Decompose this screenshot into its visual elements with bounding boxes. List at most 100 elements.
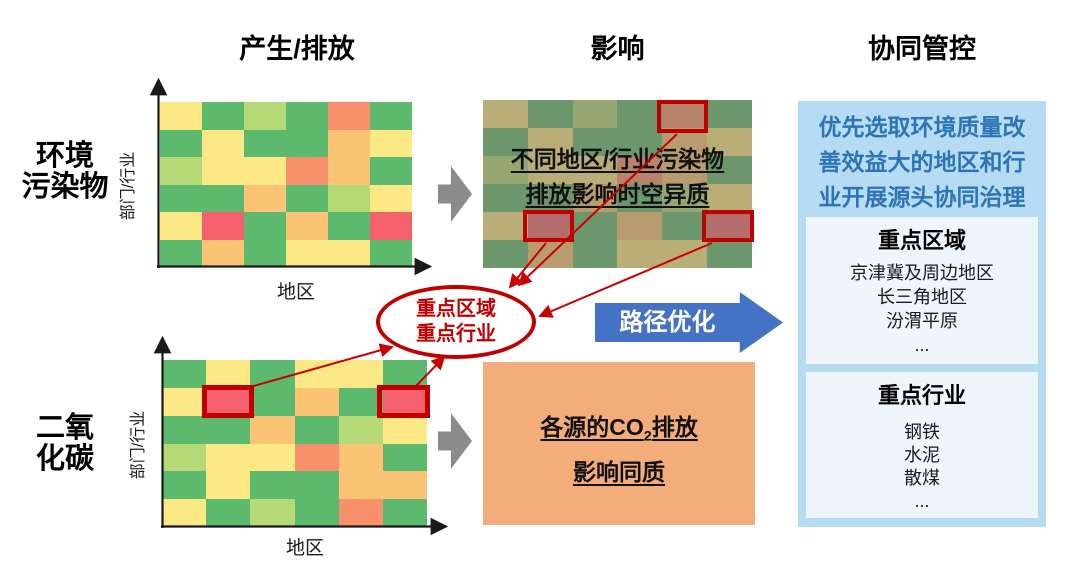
heatmap-cell [483,100,528,128]
heatmap-cell [370,212,412,240]
highlight-cell-rect [702,210,754,242]
path-optimization-label: 路径优化 [619,309,716,336]
heatmap-cell [483,212,528,240]
ellipse-line: 重点行业 [416,323,496,345]
heatmap-cell [328,129,370,157]
heatmap-cell [572,100,618,128]
co2-note-line1: 各源的CO2排放 [540,414,698,445]
heatmap-cell [202,239,244,267]
heatmap-cell [244,184,286,212]
heatmap-cell [370,102,412,130]
list-item: 长三角地区 [877,287,967,307]
heatmap-cell [250,387,295,416]
co2-impact-homogeneous-box: 各源的CO2排放 影响同质 [483,362,755,525]
highlight-cell-rect [377,385,430,418]
heatmap-cell [250,415,295,444]
x-axis-label-region: 地区 [276,282,315,303]
heatmap-cell [244,157,286,185]
heatmap-cell [286,129,328,157]
heatmap-cell [160,212,202,240]
heatmap-cell [707,240,752,268]
heatmap-cell [250,360,295,388]
heatmap-cell [160,184,202,212]
impact-heterogeneity-note: 不同地区/行业污染物 排放影响时空异质 [483,142,752,212]
heatmap-cell [286,157,328,185]
list-item: 钢铁 [904,422,940,442]
heatmap-cell [617,212,663,240]
heatmap-cell [162,360,207,388]
list-item: 京津冀及周边地区 [850,263,994,283]
row-label-environmental-pollutants: 环境 污染物 [2,141,128,203]
header-coordinated-control: 协同管控 [868,34,976,64]
co2-note-line2: 影响同质 [573,458,665,485]
heatmap-cell [662,240,708,268]
key-industries-title: 重点行业 [877,383,966,408]
heatmap-cell [286,239,328,267]
heatmap-cell [244,212,286,240]
heatmap-cell [162,471,207,500]
gray-arrow-icon [438,413,472,469]
key-industries-list: 钢铁 水泥 散煤 ... [806,421,1038,513]
heatmap-cell [250,499,295,527]
heatmap-cell [244,102,286,130]
heatmap-cell [294,499,339,527]
heatmap-cell [202,102,244,130]
heatmap-cell [382,443,427,472]
list-item: ... [914,491,930,511]
heatmap-cell [286,212,328,240]
heatmap-cell [206,387,251,416]
heatmap-cell [572,212,618,240]
row-label-line: 污染物 [21,171,109,203]
header-generation-emission: 产生/排放 [239,34,355,64]
heatmap-cell [382,387,427,416]
heatmap-cell [244,239,286,267]
list-item: 散煤 [904,468,940,488]
header-impact: 影响 [590,34,645,64]
heatmap-cell [202,157,244,185]
heatmap-cell [527,100,573,128]
heatmap-cell [338,387,383,416]
heatmap-cell [162,443,207,472]
gray-arrow-icon [438,166,472,222]
heatmap-cell [202,129,244,157]
heatmap-cell [206,415,251,444]
heatmap-pollutant-emission [160,102,412,267]
heatmap-cell [382,499,427,527]
panel-intro-text: 优先选取环境质量改善效益大的地区和行业开展源头协同治理 [818,114,1026,210]
key-region-industry-ellipse: 重点区域 重点行业 [376,285,536,359]
heatmap-cell [294,471,339,500]
heatmap-cell [162,415,207,444]
key-regions-title: 重点区域 [877,228,966,253]
key-regions-list: 京津冀及周边地区 长三角地区 汾渭平原 ... [806,261,1038,357]
heatmap-cell [328,239,370,267]
row-label-line: 二氧 [35,412,94,444]
heatmap-cell [328,157,370,185]
heatmap-cell [294,443,339,472]
key-regions-box: 重点区域 京津冀及周边地区 长三角地区 汾渭平原 ... [806,217,1038,364]
heatmap-cell [662,212,708,240]
heatmap-cell [617,100,663,128]
heatmap-cell [617,240,663,268]
y-axis-label-sector-industry: 部门/行业 [130,410,147,480]
heatmap-cell [527,240,573,268]
heatmap-cell [206,471,251,500]
heatmap-cell [162,387,207,416]
heatmap-cell [206,360,251,388]
row-label-line: 化碳 [35,443,94,475]
ellipse-line: 重点区域 [416,298,496,320]
highlight-cell-rect [523,210,574,242]
heatmap-cell [286,184,328,212]
heatmap-cell [382,360,427,388]
heatmap-cell [370,184,412,212]
heatmap-cell [294,387,339,416]
heatmap-cell [244,129,286,157]
heatmap-cell [160,239,202,267]
path-optimization-arrow: 路径优化 [595,292,783,353]
heatmap-cell [294,360,339,388]
highlight-cell-rect [657,100,708,133]
heatmap-cell [338,443,383,472]
heatmap-cell [338,360,383,388]
heatmap-cell [328,102,370,130]
heatmap-cell [338,415,383,444]
